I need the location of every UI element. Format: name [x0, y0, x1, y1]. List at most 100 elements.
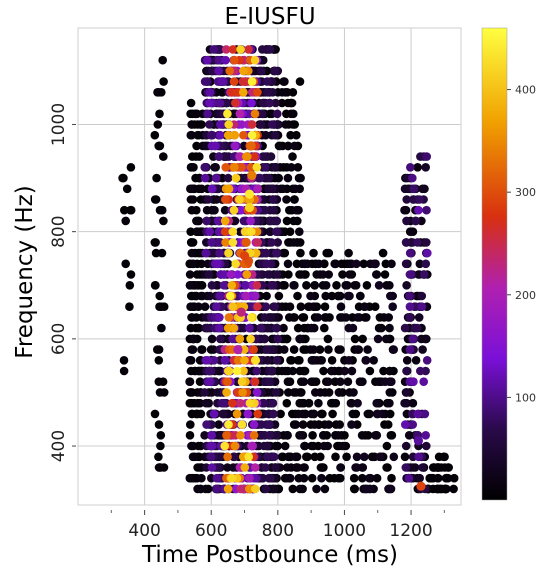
data-point: [327, 291, 337, 301]
data-point: [258, 109, 267, 119]
data-point: [250, 55, 260, 65]
data-point: [380, 270, 390, 279]
data-point: [389, 345, 399, 354]
data-point: [246, 334, 255, 344]
data-point: [371, 259, 380, 269]
data-point: [347, 420, 356, 429]
data-point: [314, 398, 323, 408]
data-point: [413, 238, 422, 247]
data-point: [265, 98, 274, 108]
data-point: [402, 281, 411, 290]
data-point: [220, 216, 230, 226]
data-point: [327, 356, 337, 365]
data-point: [267, 281, 276, 290]
data-point: [340, 366, 349, 376]
data-point: [205, 98, 214, 108]
data-point: [185, 398, 195, 408]
data-point: [319, 366, 328, 376]
data-point: [279, 77, 288, 86]
data-point: [273, 109, 282, 119]
data-point: [209, 409, 219, 419]
data-point: [230, 163, 239, 172]
data-point: [150, 130, 160, 140]
data-point: [275, 141, 285, 151]
data-point: [220, 441, 229, 451]
data-point: [250, 377, 260, 387]
data-point: [408, 398, 418, 408]
x-tick-label: 400: [128, 521, 160, 541]
data-point: [262, 291, 271, 301]
data-point: [358, 463, 368, 472]
data-point: [340, 431, 349, 440]
data-point: [293, 163, 303, 172]
data-point: [203, 356, 212, 365]
data-point: [150, 281, 160, 290]
data-point: [265, 45, 275, 54]
data-point: [406, 270, 416, 279]
data-point: [352, 259, 361, 269]
data-point: [250, 109, 260, 119]
data-point: [256, 120, 266, 129]
data-point: [269, 205, 279, 215]
data-point: [295, 77, 305, 86]
data-point: [332, 281, 341, 290]
data-point: [223, 377, 232, 387]
data-point: [341, 281, 351, 290]
data-point: [272, 216, 282, 226]
x-tick-label: 600: [195, 521, 227, 541]
data-point: [421, 163, 431, 172]
data-point: [301, 345, 311, 354]
data-point: [268, 398, 278, 408]
plot-frame: [77, 27, 462, 506]
data-point: [226, 291, 235, 301]
data-point: [260, 205, 270, 215]
data-point: [283, 173, 293, 183]
data-point: [414, 313, 424, 322]
data-point: [203, 55, 212, 65]
data-point: [283, 377, 293, 387]
data-point: [217, 77, 227, 86]
data-point: [365, 366, 375, 376]
data-point: [247, 98, 256, 108]
data-point: [280, 334, 289, 344]
data-point: [246, 313, 256, 322]
data-point: [154, 420, 164, 429]
data-point: [222, 388, 231, 397]
data-point: [361, 484, 371, 494]
data-point: [408, 420, 418, 429]
data-point: [159, 216, 168, 226]
data-point: [422, 238, 431, 247]
data-point: [237, 420, 247, 429]
data-point: [209, 45, 218, 54]
data-point: [193, 227, 202, 236]
data-point: [270, 302, 280, 312]
data-point: [300, 463, 309, 472]
data-point: [215, 130, 225, 140]
data-point: [360, 452, 369, 462]
data-point: [230, 216, 240, 226]
data-point: [307, 473, 317, 483]
data-point: [207, 441, 217, 451]
data-point: [119, 366, 129, 376]
data-point: [188, 238, 198, 247]
data-point: [262, 259, 271, 269]
data-point: [334, 291, 343, 301]
data-point: [263, 452, 272, 462]
hotspot-point: [239, 251, 250, 261]
data-point: [336, 377, 345, 387]
data-point: [187, 120, 196, 129]
data-point: [419, 270, 429, 279]
data-point: [374, 377, 384, 387]
data-point: [253, 238, 262, 247]
data-point: [359, 259, 369, 269]
data-point: [214, 420, 223, 429]
data-point: [316, 452, 325, 462]
data-point: [272, 248, 281, 258]
data-point: [348, 409, 358, 419]
data-point: [374, 323, 384, 333]
data-point: [267, 238, 276, 247]
data-point: [421, 431, 431, 440]
data-point: [253, 88, 262, 97]
data-point: [362, 281, 372, 290]
